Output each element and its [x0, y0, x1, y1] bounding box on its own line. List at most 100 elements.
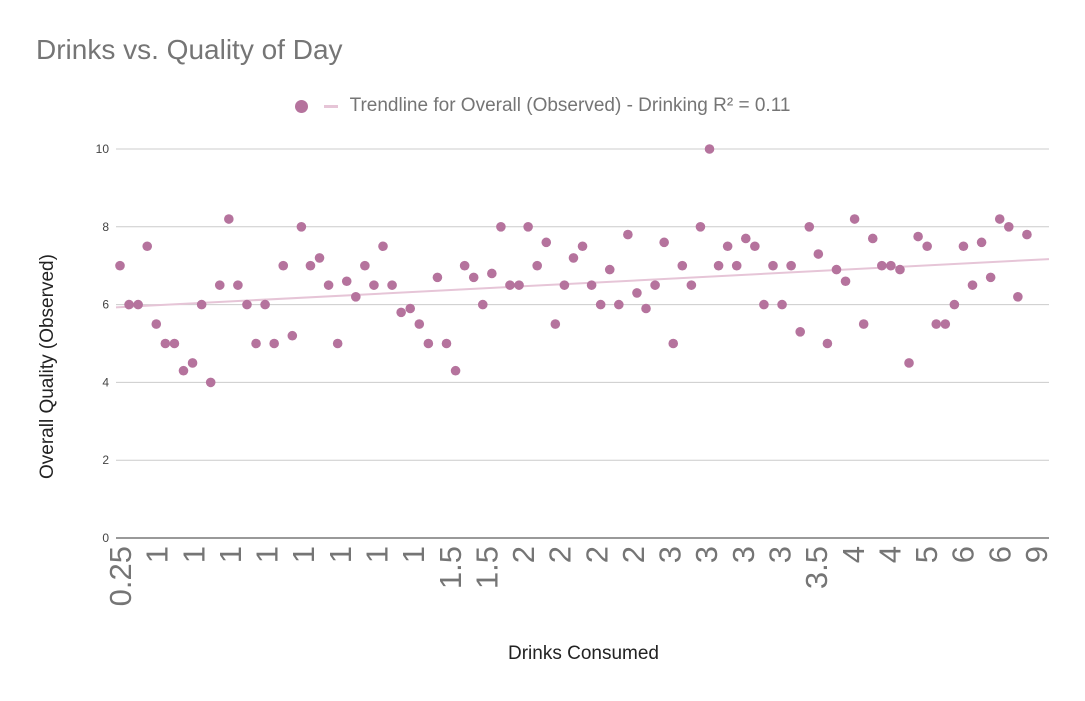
x-tick-label: 3 [689, 546, 724, 563]
data-point [985, 272, 996, 283]
data-point [813, 249, 824, 259]
data-point [568, 253, 579, 263]
data-point [169, 338, 180, 349]
legend-trendline-marker [323, 104, 338, 108]
data-point [142, 241, 153, 252]
y-axis-label: Overall Quality (Observed) [37, 254, 58, 479]
data-point [840, 276, 851, 287]
data-point [913, 231, 923, 242]
data-point [323, 280, 334, 290]
x-tick-label: 2 [543, 546, 578, 563]
data-point [205, 377, 216, 388]
data-point [423, 338, 434, 349]
data-point [1003, 222, 1014, 232]
y-tick-label: 8 [102, 220, 109, 234]
data-point [396, 307, 406, 318]
data-point [224, 214, 234, 224]
x-axis-label: Drinks Consumed [508, 643, 659, 664]
data-point [332, 338, 343, 349]
x-tick-label: 1 [140, 546, 175, 563]
data-point [450, 365, 461, 376]
data-point [604, 264, 615, 275]
y-tick-label: 4 [102, 375, 109, 389]
data-point [405, 303, 416, 314]
data-point [1022, 229, 1032, 240]
data-point [623, 229, 633, 240]
data-point [550, 319, 561, 329]
data-point [1013, 292, 1023, 302]
data-point [659, 237, 669, 248]
x-tick-label: 5 [909, 546, 944, 563]
data-point [940, 319, 951, 329]
x-tick-label: 1.5 [433, 546, 468, 589]
data-point [369, 280, 379, 290]
data-point [496, 222, 506, 232]
data-point [314, 253, 325, 263]
data-point [731, 260, 742, 271]
data-point [233, 280, 243, 290]
data-point [133, 299, 143, 310]
data-point [949, 299, 960, 310]
data-point [532, 260, 542, 271]
data-point [468, 272, 479, 283]
legend-series-marker [294, 99, 308, 113]
data-point [895, 264, 905, 275]
data-point [777, 299, 787, 310]
data-point [849, 214, 860, 224]
chart-title: Drinks vs. Quality of Day [36, 34, 343, 65]
data-point [505, 280, 515, 290]
data-point [831, 264, 842, 275]
x-tick-label: 1 [213, 546, 248, 563]
x-tick-label: 1.5 [469, 546, 504, 589]
data-point [686, 280, 697, 290]
data-point [677, 260, 688, 271]
x-tick-label: 3 [653, 546, 688, 563]
data-point [196, 299, 207, 310]
x-tick-label: 3.5 [799, 546, 834, 589]
data-point [967, 280, 978, 290]
x-tick-label: 6 [982, 546, 1017, 563]
data-point [795, 327, 805, 337]
data-point [278, 260, 289, 271]
data-point [432, 272, 443, 283]
data-point [976, 237, 987, 248]
data-point [360, 260, 370, 271]
x-tick-label: 4 [872, 546, 907, 563]
data-point [124, 299, 134, 310]
data-point [994, 214, 1005, 224]
x-tick-label: 1 [323, 546, 358, 563]
data-point [586, 280, 597, 290]
data-point [296, 222, 307, 232]
data-point [695, 222, 706, 232]
y-tick-label: 10 [96, 142, 110, 156]
data-point [387, 280, 397, 290]
data-point [514, 280, 524, 290]
data-point [759, 299, 769, 310]
x-tick-label: 4 [836, 546, 871, 563]
x-tick-label: 6 [946, 546, 981, 563]
data-point [351, 292, 361, 302]
data-point [614, 299, 624, 310]
data-point [713, 260, 724, 271]
data-point [459, 260, 470, 271]
x-tick-label: 1 [396, 546, 431, 563]
x-tick-label: 9 [1019, 546, 1054, 563]
data-point [877, 260, 887, 271]
data-point [441, 338, 452, 349]
x-tick-label: 2 [616, 546, 651, 563]
data-point [414, 319, 425, 329]
data-point [523, 222, 533, 232]
x-tick-label: 3 [763, 546, 798, 563]
data-point [160, 338, 171, 349]
x-tick-label: 1 [359, 546, 394, 563]
data-point [768, 260, 778, 271]
x-tick-label: 1 [176, 546, 211, 563]
data-point [668, 338, 679, 349]
data-point [260, 299, 270, 310]
data-point [378, 241, 388, 252]
data-point [704, 144, 715, 154]
data-point [577, 241, 588, 252]
data-point [804, 222, 815, 232]
data-point [722, 241, 733, 252]
